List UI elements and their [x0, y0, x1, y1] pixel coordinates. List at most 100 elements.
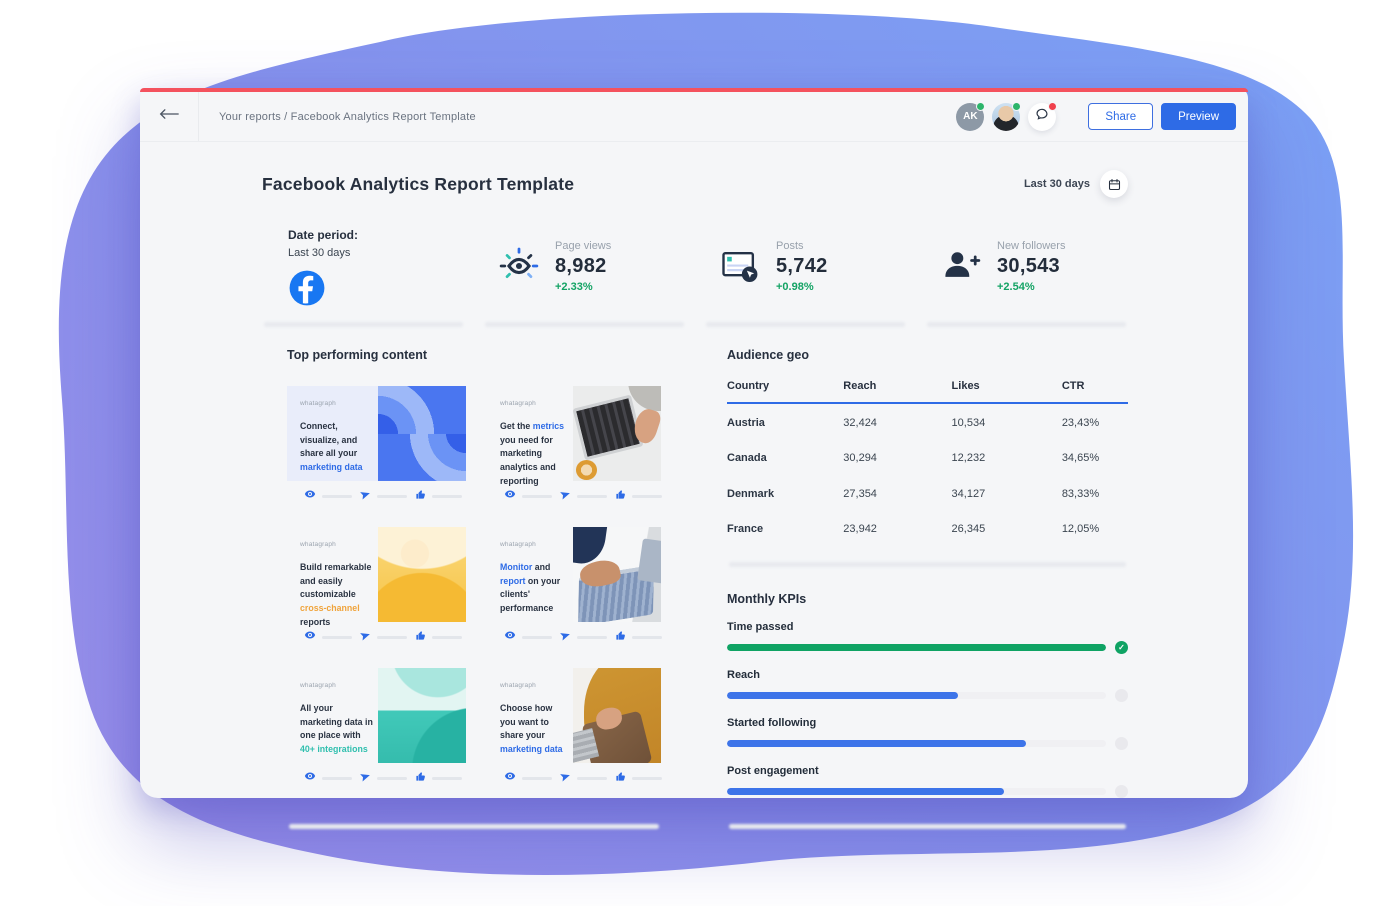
metric-value: 5,742 [776, 255, 828, 277]
posts-widget[interactable]: Posts 5,742 +0.98% [704, 226, 907, 327]
content-card-text: whatagraph All your marketing data in one… [287, 668, 378, 763]
stat-placeholder [377, 635, 407, 639]
metric-value: 8,982 [555, 255, 607, 277]
content-card[interactable]: whatagraph Connect, visualize, and share … [287, 386, 466, 511]
avatar-ak[interactable]: AK [956, 101, 986, 131]
chat-bubble-icon [1034, 106, 1050, 127]
send-icon [560, 487, 571, 505]
like-icon [415, 487, 426, 505]
stats-row: Date period: Last 30 days [262, 226, 1128, 327]
table-cell: 23,942 [843, 523, 877, 535]
eye-icon [497, 240, 543, 318]
page-views-widget[interactable]: Page views 8,982 +2.33% [483, 226, 686, 327]
card-shadow [289, 824, 659, 829]
date-period-widget[interactable]: Date period: Last 30 days [262, 226, 465, 327]
metric-value: 30,543 [997, 255, 1060, 277]
stat-placeholder [432, 635, 462, 639]
stat-placeholder [522, 635, 552, 639]
content-card-copy: Get the metrics you need for marketing a… [500, 421, 565, 486]
section-title: Audience geo [727, 348, 809, 362]
calendar-icon[interactable] [1100, 170, 1128, 198]
card-shadow [927, 322, 1126, 327]
breadcrumb[interactable]: Your reports / Facebook Analytics Report… [219, 110, 476, 123]
brand-label: whatagraph [300, 541, 336, 548]
topbar-divider [198, 92, 199, 141]
share-button[interactable]: Share [1088, 103, 1154, 130]
table-cell: 23,43% [1061, 416, 1100, 429]
like-icon [615, 628, 626, 646]
content-card-copy: Choose how you want to share your market… [500, 703, 563, 754]
date-range-picker[interactable]: Last 30 days [1024, 170, 1128, 198]
content-card[interactable]: whatagraph Monitor and report on your cli… [487, 527, 662, 652]
kpi-row: Started following [727, 717, 1128, 750]
photo-sweater-image [573, 668, 661, 763]
kpi-label: Post engagement [727, 765, 819, 777]
card-shadow [706, 322, 905, 327]
kpi-progress-bar [727, 740, 1106, 747]
preview-button[interactable]: Preview [1161, 103, 1236, 130]
back-button[interactable] [140, 92, 198, 141]
date-range-label: Last 30 days [1023, 178, 1090, 190]
content-card-stats [287, 763, 466, 793]
table-cell: 12,05% [1061, 523, 1100, 535]
content-card[interactable]: whatagraph Get the metrics you need for m… [487, 386, 662, 511]
content-card[interactable]: whatagraph Build remarkable and easily cu… [287, 527, 466, 652]
table-row: France 23,942 26,345 12,05% [727, 511, 1128, 547]
stat-placeholder [522, 494, 552, 498]
table-cell: 27,354 [843, 487, 877, 500]
stat-placeholder [322, 494, 352, 498]
section-title: Monthly KPIs [727, 592, 807, 606]
date-period-value: Last 30 days [288, 247, 351, 259]
like-icon [615, 487, 626, 505]
brand-label: whatagraph [300, 682, 336, 689]
chat-button[interactable] [1028, 101, 1058, 131]
table-row: Denmark 27,354 34,127 83,33% [727, 475, 1128, 511]
table-cell: France [727, 523, 764, 535]
card-shadow [264, 322, 463, 327]
eye-icon [304, 628, 316, 646]
card-shadow [485, 322, 684, 327]
kpi-list: Time passed Reach Started following Post en… [727, 621, 1128, 798]
column-header: Reach [843, 380, 877, 392]
online-status-dot [1012, 101, 1022, 111]
stat-placeholder [432, 494, 462, 498]
facebook-logo-icon [288, 269, 465, 312]
like-icon [615, 769, 626, 787]
audience-geo-widget[interactable]: Audience geo Country Reach Likes CTR [727, 348, 1128, 567]
stat-placeholder [522, 776, 552, 780]
table-cell: Austria [727, 416, 765, 429]
brand-label: whatagraph [500, 682, 536, 689]
top-performing-content-widget[interactable]: Top performing content whatagraph Connect… [287, 348, 662, 829]
send-icon [360, 487, 371, 505]
metric-label: Posts [776, 240, 804, 252]
content-card[interactable]: whatagraph All your marketing data in one… [287, 668, 466, 793]
kpi-row: Time passed [727, 621, 1128, 654]
topbar-actions: AK Share Preview [956, 101, 1248, 131]
like-icon [415, 769, 426, 787]
metric-delta: +2.54% [997, 281, 1035, 293]
content-card-stats [487, 481, 662, 511]
new-followers-widget[interactable]: New followers 30,543 +2.54% [925, 226, 1128, 327]
send-icon [360, 628, 371, 646]
content-card-copy: Build remarkable and easily customizable… [300, 562, 372, 627]
kpi-label: Time passed [727, 621, 794, 633]
table-cell: 83,33% [1061, 487, 1100, 500]
stat-placeholder [432, 776, 462, 780]
brand-label: whatagraph [300, 400, 336, 407]
card-shadow [729, 562, 1126, 567]
content-card-copy: Connect, visualize, and share all your m… [300, 421, 363, 472]
content-card-text: whatagraph Build remarkable and easily cu… [287, 527, 378, 627]
table-cell: Denmark [727, 487, 775, 500]
avatar-initials: AK [963, 111, 978, 122]
online-status-dot [976, 101, 986, 111]
content-card-text: whatagraph Monitor and report on your cli… [487, 527, 573, 622]
table-cell: 34,65% [1061, 452, 1100, 464]
table-header-row: Country Reach Likes CTR [727, 380, 1128, 403]
avatar-photo[interactable] [992, 101, 1022, 131]
monthly-kpis-widget[interactable]: Monthly KPIs Time passed Reach Started fol… [727, 592, 1128, 829]
content-card[interactable]: whatagraph Choose how you want to share y… [487, 668, 662, 793]
content-card-text: whatagraph Connect, visualize, and share … [287, 386, 378, 481]
stat-placeholder [632, 776, 662, 780]
arrow-left-icon [159, 107, 179, 126]
kpi-progress-bar [727, 644, 1106, 651]
